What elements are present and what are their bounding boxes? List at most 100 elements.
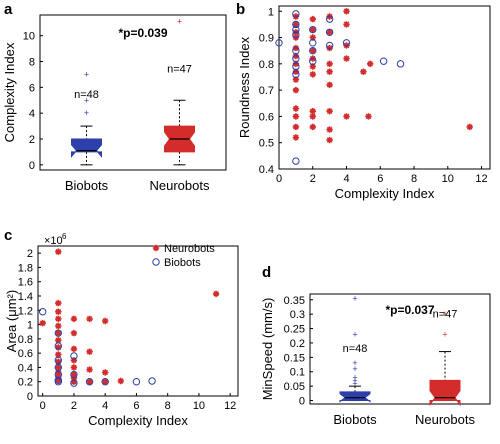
data-point xyxy=(292,62,300,71)
y-tick-label: 1.2 xyxy=(18,305,33,317)
data-point xyxy=(102,317,109,325)
data-point xyxy=(55,329,62,337)
outlier-point: + xyxy=(84,69,89,79)
data-point xyxy=(54,363,63,372)
y-tick-label: 0.8 xyxy=(18,334,33,346)
data-point xyxy=(148,377,156,385)
data-point xyxy=(309,57,317,65)
x-tick-label: 0 xyxy=(40,400,46,412)
panel-label: d xyxy=(262,264,271,281)
series-biobots xyxy=(275,10,405,165)
data-point xyxy=(38,308,47,316)
y-tick-label: 0.25 xyxy=(284,324,305,336)
y-tick-label: 0.35 xyxy=(284,295,305,307)
outlier-point: + xyxy=(352,375,357,385)
data-point xyxy=(343,21,350,28)
panel-c: c 0 2 4 6 8 10 12 0 0.2 0.4 0.6 0.8 1 1.2 1.4 1.6 1.8 2 Com… xyxy=(4,227,239,428)
data-point xyxy=(309,15,316,23)
significance-label: *p=0.037 xyxy=(385,303,434,317)
y-tick-label: 0.2 xyxy=(18,377,33,389)
data-point xyxy=(379,57,388,65)
data-point xyxy=(326,136,333,144)
data-point xyxy=(292,134,300,141)
data-point xyxy=(292,44,300,52)
data-point xyxy=(54,356,63,364)
outlier-point: + xyxy=(442,329,447,339)
data-point xyxy=(309,47,316,54)
data-point xyxy=(86,366,93,373)
data-point xyxy=(292,34,300,41)
box-body xyxy=(71,138,102,158)
data-point xyxy=(275,39,283,47)
x-axis-label: Complexity Index xyxy=(335,186,435,201)
data-point xyxy=(343,42,350,49)
data-point xyxy=(326,68,333,75)
outlier-point: + xyxy=(177,16,182,26)
data-point xyxy=(292,60,300,67)
x-tick-label: 8 xyxy=(165,400,171,412)
data-point xyxy=(54,342,63,350)
data-point xyxy=(292,68,300,75)
data-point xyxy=(360,68,367,75)
data-point xyxy=(292,25,300,34)
plot-frame xyxy=(278,5,491,170)
x-category-label: Biobots xyxy=(65,178,109,193)
data-point xyxy=(292,123,300,131)
data-point xyxy=(70,315,78,323)
n-label: n=48 xyxy=(74,89,99,101)
plot-frame xyxy=(309,293,491,405)
n-label: n=47 xyxy=(167,63,192,75)
data-point xyxy=(86,315,93,323)
x-tick-label: 10 xyxy=(193,400,205,412)
outlier-point: + xyxy=(352,373,357,383)
panel-label: c xyxy=(4,227,12,244)
x-category-label: Neurobots xyxy=(415,412,475,427)
data-point xyxy=(343,55,350,62)
x-tick-label: 10 xyxy=(442,173,454,185)
y-axis-label: Roundness Index xyxy=(237,36,252,138)
legend-marker xyxy=(152,244,160,252)
data-point xyxy=(212,290,220,298)
series-biobots xyxy=(38,308,156,387)
data-point xyxy=(55,337,62,344)
x-tick-label: 6 xyxy=(377,173,383,185)
data-point xyxy=(292,157,300,165)
data-point xyxy=(55,248,62,255)
y-axis-label: Complexity Index xyxy=(2,42,17,142)
plot-frame xyxy=(37,245,239,397)
y-tick-label: 0.6 xyxy=(259,111,274,123)
data-point xyxy=(70,329,78,337)
data-point xyxy=(292,113,300,120)
box-neurobots: + n=47 xyxy=(164,16,195,166)
panel-label: a xyxy=(4,1,13,18)
outlier-point: + xyxy=(352,358,357,368)
data-point xyxy=(309,25,317,34)
x-tick-label: 2 xyxy=(310,173,316,185)
y-tick-label: 1.8 xyxy=(18,262,33,274)
data-point xyxy=(343,113,350,120)
data-point xyxy=(86,378,93,385)
data-point xyxy=(309,63,316,70)
data-point xyxy=(365,113,372,120)
outlier-point: + xyxy=(84,95,89,105)
y-tick-label: 0.4 xyxy=(18,362,33,374)
data-point xyxy=(55,364,62,371)
data-point xyxy=(102,378,109,385)
box-neurobots: ++n=47 xyxy=(429,309,461,407)
y-tick-label: 0.3 xyxy=(290,309,305,321)
y-tick-label: 8 xyxy=(29,57,35,69)
data-point xyxy=(326,60,333,67)
outlier-point: + xyxy=(352,293,357,303)
data-point xyxy=(292,52,300,60)
legend-label: Neurobots xyxy=(164,243,215,255)
y-tick-label: 2 xyxy=(29,134,35,146)
data-point xyxy=(309,26,316,33)
data-point xyxy=(132,378,141,386)
x-tick-label: 4 xyxy=(343,173,349,185)
panel-label: b xyxy=(236,1,245,18)
y-tick-label: 0 xyxy=(29,160,35,172)
x-tick-label: 2 xyxy=(71,400,77,412)
legend-marker xyxy=(152,258,160,266)
data-point xyxy=(292,21,300,28)
data-point xyxy=(55,351,62,358)
